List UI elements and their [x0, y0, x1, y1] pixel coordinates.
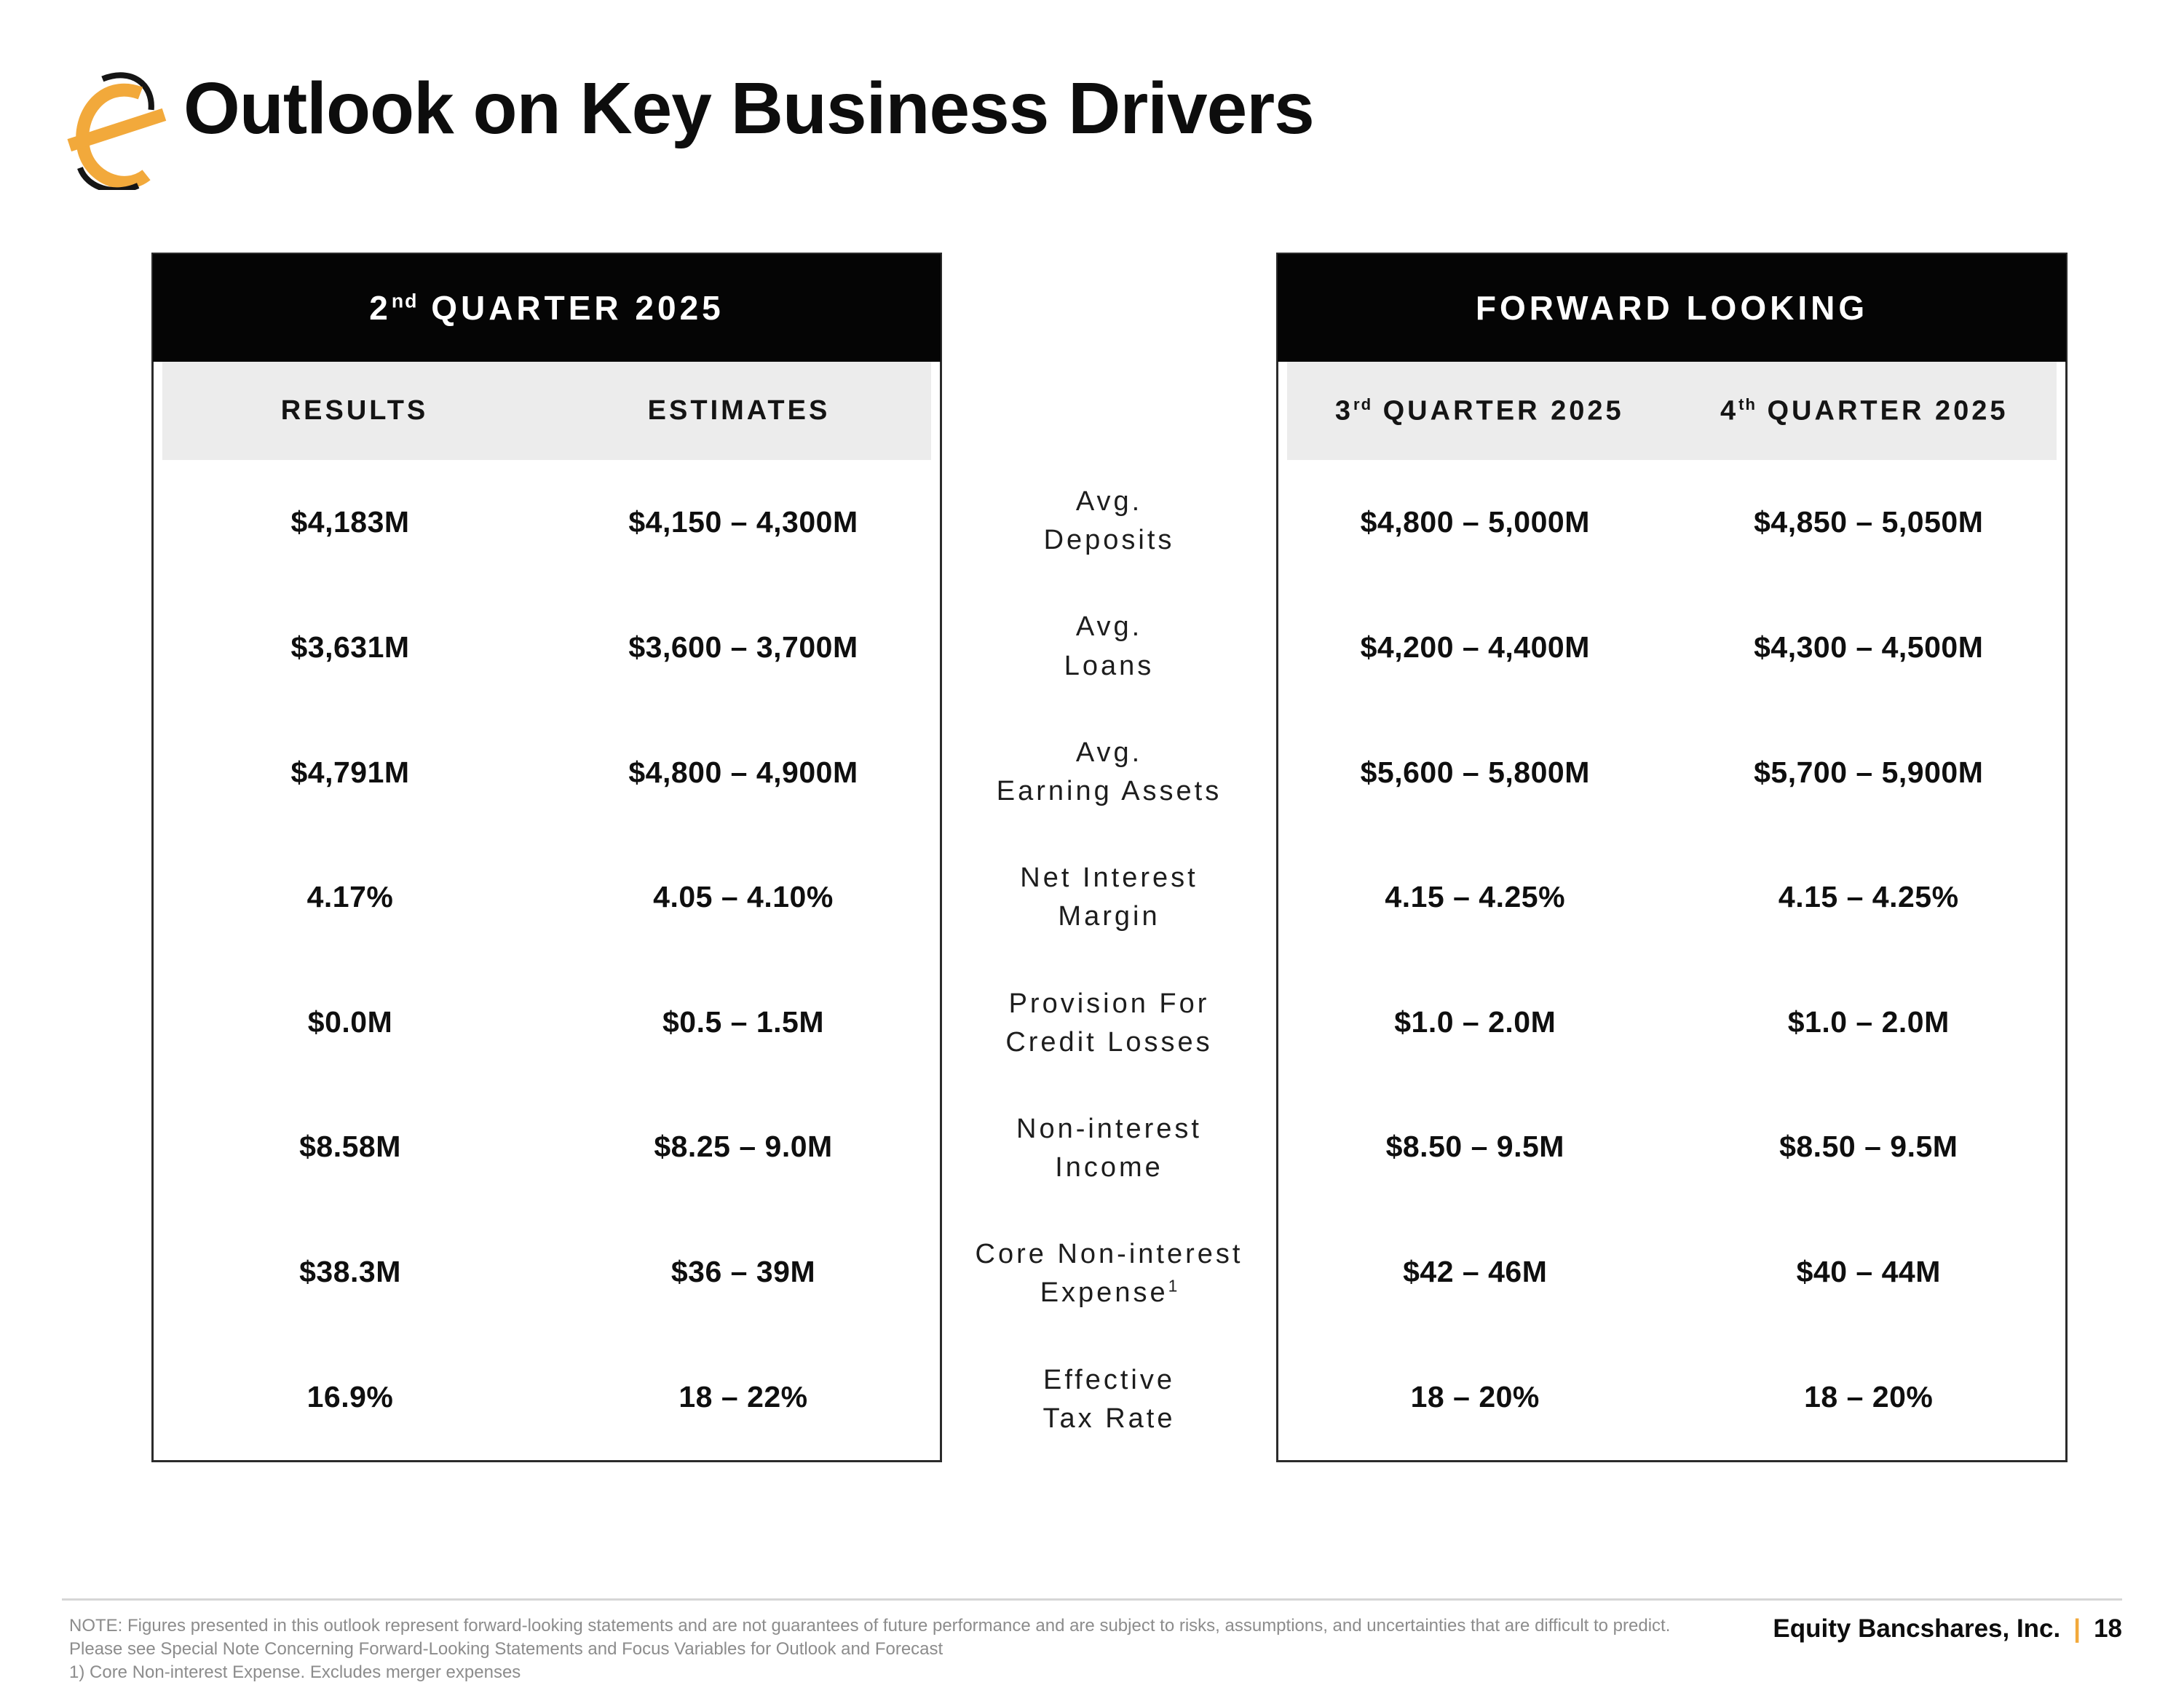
result-value: $3,631M: [290, 630, 410, 664]
column-header-estimates: ESTIMATES: [647, 395, 831, 426]
result-value: 16.9%: [306, 1379, 394, 1414]
q3-value: 18 – 20%: [1410, 1379, 1540, 1414]
result-value: $38.3M: [299, 1255, 401, 1289]
row-label-avg-earning-assets: Avg. Earning Assets: [996, 737, 1222, 806]
result-value: $4,183M: [290, 505, 410, 539]
q2-2025-table: 2nd QUARTER 2025 RESULTS ESTIMATES $4,18…: [151, 253, 942, 1462]
q3-value: $1.0 – 2.0M: [1394, 1004, 1556, 1039]
q3-value: $42 – 46M: [1403, 1255, 1548, 1289]
row-label-effective-tax-rate: Effective Tax Rate: [1042, 1364, 1176, 1434]
q3-value: $4,200 – 4,400M: [1360, 630, 1590, 664]
estimate-value: $0.5 – 1.5M: [662, 1004, 825, 1039]
q4-value: $4,850 – 5,050M: [1754, 505, 1984, 539]
forward-looking-table: FORWARD LOOKING 3rd QUARTER 2025 4th QUA…: [1276, 253, 2068, 1462]
q4-value: $4,300 – 4,500M: [1754, 630, 1984, 664]
estimate-value: $3,600 – 3,700M: [628, 630, 858, 664]
estimate-value: $4,800 – 4,900M: [628, 755, 858, 789]
footnote-line-3: 1) Core Non-interest Expense. Excludes m…: [69, 1662, 521, 1682]
row-label-avg-deposits: Avg. Deposits: [1043, 486, 1175, 556]
footer-divider: [62, 1598, 2122, 1601]
result-value: $0.0M: [307, 1004, 393, 1039]
estimate-value: $8.25 – 9.0M: [654, 1130, 833, 1164]
result-value: $4,791M: [290, 755, 410, 789]
forward-looking-column-headers: 3rd QUARTER 2025 4th QUARTER 2025: [1287, 362, 2057, 460]
q2-2025-column-headers: RESULTS ESTIMATES: [162, 362, 931, 460]
q2-2025-table-header: 2nd QUARTER 2025: [153, 254, 941, 362]
footnote-line-2: Please see Special Note Concerning Forwa…: [69, 1639, 943, 1659]
q2-2025-table-body: $4,183M $4,150 – 4,300M $3,631M $3,600 –…: [154, 460, 940, 1459]
forward-looking-table-header: FORWARD LOOKING: [1278, 254, 2066, 362]
q4-value: 4.15 – 4.25%: [1778, 880, 1959, 914]
equity-bancshares-logo-icon: [67, 72, 167, 190]
row-label-non-interest-income: Non-interest Income: [1016, 1113, 1202, 1184]
estimate-value: $4,150 – 4,300M: [628, 505, 858, 539]
row-label-avg-loans: Avg. Loans: [1064, 611, 1155, 681]
page-title: Outlook on Key Business Drivers: [183, 68, 1315, 149]
q4-value: $8.50 – 9.5M: [1779, 1130, 1958, 1164]
footnote: NOTE: Figures presented in this outlook …: [69, 1614, 1707, 1684]
company-name: Equity Bancshares, Inc.: [1773, 1614, 2061, 1643]
q3-value: $5,600 – 5,800M: [1360, 755, 1590, 789]
footnote-line-1: NOTE: Figures presented in this outlook …: [69, 1616, 1671, 1636]
row-label-net-interest-margin: Net Interest Margin: [1020, 863, 1198, 932]
estimate-value: 18 – 22%: [678, 1379, 808, 1414]
header-text: FORWARD LOOKING: [1475, 289, 1869, 327]
q4-value: $40 – 44M: [1796, 1255, 1941, 1289]
row-label-provision-credit-losses: Provision For Credit Losses: [1005, 988, 1213, 1058]
q3-value: 4.15 – 4.25%: [1385, 880, 1566, 914]
row-label-core-non-interest-expense: Core Non-interest Expense1: [975, 1239, 1243, 1309]
column-header-results: RESULTS: [280, 395, 429, 426]
column-header-q4-2025: 4th QUARTER 2025: [1720, 395, 2009, 427]
result-value: $8.58M: [299, 1130, 401, 1164]
q4-value: 18 – 20%: [1804, 1379, 1934, 1414]
q4-value: $1.0 – 2.0M: [1787, 1004, 1950, 1039]
estimate-value: $36 – 39M: [670, 1255, 816, 1289]
header-text: 2nd QUARTER 2025: [369, 289, 724, 327]
column-header-q3-2025: 3rd QUARTER 2025: [1334, 395, 1624, 427]
result-value: 4.17%: [306, 880, 394, 914]
footer-pipe: |: [2073, 1614, 2081, 1643]
page-number: 18: [2094, 1614, 2122, 1643]
q4-value: $5,700 – 5,900M: [1754, 755, 1984, 789]
forward-looking-table-body: $4,800 – 5,000M $4,850 – 5,050M $4,200 –…: [1278, 460, 2065, 1459]
estimate-value: 4.05 – 4.10%: [653, 880, 834, 914]
footer-brand: Equity Bancshares, Inc. | 18: [1773, 1614, 2122, 1644]
q3-value: $4,800 – 5,000M: [1360, 505, 1590, 539]
q3-value: $8.50 – 9.5M: [1385, 1130, 1564, 1164]
row-labels: Avg. Deposits Avg. Loans Avg. Earning Asset…: [942, 459, 1276, 1462]
